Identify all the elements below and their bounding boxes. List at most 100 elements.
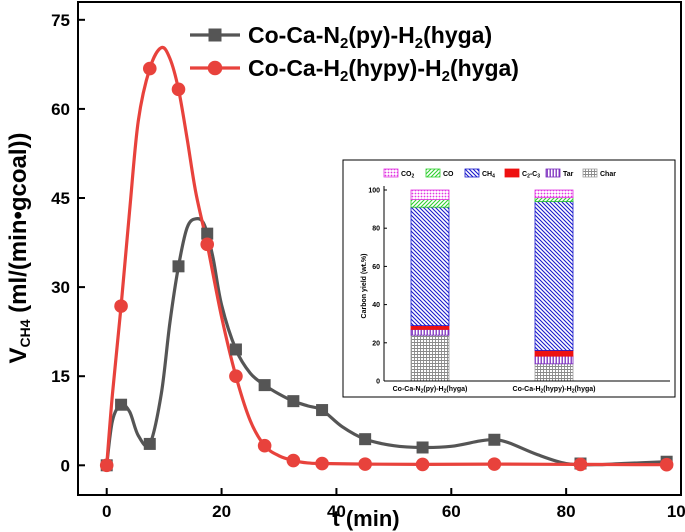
inset-legend-label-char: Char [600, 171, 616, 178]
inset-bar-co-1 [410, 199, 450, 208]
inset-y-tick-label: 20 [372, 340, 380, 347]
inset-y-axis-title: Carbon yield (wt.%) [361, 254, 368, 319]
inset-legend-swatch-co [425, 168, 441, 178]
co-ca-h2-hypy-h2-hyga-point [315, 456, 329, 471]
co-ca-h2-hypy-h2-hyga-point [142, 61, 157, 76]
main-series-lines [105, 45, 667, 467]
legend-label-co-ca-n2-py-h2-hyga-part: (hyga) [423, 22, 492, 48]
inset-legend-label-tar: Tar [563, 171, 574, 178]
legend-label-co-ca-h2-hypy-h2-hyga-part: (hypy)-H [348, 55, 441, 81]
co-ca-h2-hypy-h2-hyga-line [105, 45, 667, 467]
co-ca-n2-py-h2-hyga-point [201, 227, 214, 240]
svg-text:VCH4 (ml/(min•gcoal)): VCH4 (ml/(min•gcoal)) [5, 132, 33, 363]
inset-bar-c2-c3-2 [534, 350, 574, 357]
co-ca-h2-hypy-h2-hyga-point [257, 438, 272, 453]
co-ca-n2-py-h2-hyga-point [143, 437, 156, 450]
legend-label-co-ca-h2-hypy-h2-hyga-part: 2 [442, 68, 450, 85]
y-axis-title: VCH4 (ml/(min•gcoal)) [5, 132, 33, 363]
legend-label-co-ca-n2-py-h2-hyga-part: Co-Ca-N [248, 22, 340, 48]
legend-marker-co-ca-h2-hypy-h2-hyga [207, 60, 223, 76]
inset-bar-co2-1 [410, 189, 450, 200]
co-ca-n2-py-h2-hyga-point [172, 260, 185, 273]
inset-category-labels: Co-Ca-N2(py)-H2(hyga) Co-Ca-H2(hypy)-H2(h… [393, 386, 596, 395]
inset-y-tick-label: 60 [372, 264, 380, 271]
inset-bar-co2-2 [534, 189, 574, 199]
inset-legend-label-co-part: CO [443, 171, 454, 178]
x-tick-label: 0 [102, 502, 111, 521]
legend-marker-co-ca-n2-py-h2-hyga [208, 28, 222, 42]
inset-bar-ch4-2 [534, 201, 574, 351]
y-axis-title-main: V [5, 348, 32, 364]
co-ca-h2-hypy-h2-hyga-point [415, 457, 430, 472]
inset-legend-swatch-ch4 [464, 168, 480, 178]
inset-category-label-part: (py)-H [423, 386, 443, 393]
y-tick-label: 30 [51, 278, 70, 297]
main-plot-frame [77, 1, 682, 496]
inset-axis: 0 20 40 60 80 100 [368, 186, 670, 386]
inset-bar-ch4-1 [410, 206, 450, 327]
inset-legend-label-c2-c3: C2-C3 [522, 171, 540, 180]
legend-label-co-ca-n2-py-h2-hyga: Co-Ca-N2(py)-H2(hyga) [248, 22, 492, 52]
inset-category-label-part: 2 [421, 389, 424, 395]
inset-bar-char-2 [534, 363, 574, 382]
co-ca-n2-py-h2-hyga-point [115, 398, 128, 411]
inset-category-label: Co-Ca-N2(py)-H2(hyga) [393, 386, 468, 395]
y-axis-title-rest: (ml/(min•gcoal)) [5, 132, 32, 319]
inset-legend-label-tar-part: Tar [563, 171, 574, 178]
inset-bar-tar-2 [534, 355, 574, 365]
co-ca-h2-hypy-h2-hyga-point [114, 299, 128, 313]
x-tick-label: 100 [667, 502, 685, 521]
y-tick-label: 75 [51, 11, 70, 30]
inset-legend-label-ch4-part: 4 [492, 174, 495, 180]
inset-category-label-part: (hyga) [446, 386, 467, 393]
inset-legend-label-co2-part: 2 [412, 174, 415, 180]
co-ca-h2-hypy-h2-hyga-point [200, 237, 215, 252]
co-ca-h2-hypy-h2-hyga-point [573, 457, 588, 472]
inset-y-tick-label: 80 [372, 226, 380, 233]
inset-legend-label-ch4: CH4 [482, 171, 495, 180]
legend-label-co-ca-n2-py-h2-hyga-part: 2 [340, 35, 348, 52]
inset-legend-label-c2-c3-part: -C [530, 171, 537, 178]
main-series-markers [99, 61, 674, 473]
x-tick-label: 20 [212, 502, 231, 521]
inset-y-tick-label: 40 [372, 302, 380, 309]
co-ca-n2-py-h2-hyga-line [105, 217, 667, 467]
legend-label-co-ca-h2-hypy-h2-hyga-part: (hyga) [450, 55, 519, 81]
co-ca-h2-hypy-h2-hyga-point [286, 453, 301, 468]
inset-category-label-part: 2 [572, 389, 575, 395]
co-ca-n2-py-h2-hyga-point [229, 343, 242, 356]
co-ca-h2-hypy-h2-hyga-point [659, 457, 674, 472]
inset-legend-label-c2-c3-part: 2 [527, 174, 530, 180]
legend-label-co-ca-h2-hypy-h2-hyga-part: Co-Ca-H [248, 55, 340, 81]
legend-label-co-ca-n2-py-h2-hyga-part: 2 [415, 35, 423, 52]
inset-bar-tar-1 [410, 329, 450, 336]
inset-category-label: Co-Ca-H2(hypy)-H2(hyga) [513, 386, 596, 395]
inset-frame [342, 159, 676, 398]
inset-category-label-part: (hypy)-H [543, 386, 571, 393]
inset-category-label-part: Co-Ca-N [393, 386, 421, 393]
co-ca-n2-py-h2-hyga-point [287, 395, 300, 408]
y-axis-title-subscript: CH4 [17, 319, 33, 347]
inset-bar-co-2 [534, 197, 574, 202]
inset-legend-label-ch4-part: CH [482, 171, 492, 178]
co-ca-h2-hypy-h2-hyga-point [487, 457, 502, 471]
inset-legend-label-c2-c3-part: C [522, 171, 527, 178]
inset-y-tick-label: 0 [376, 379, 380, 386]
co-ca-h2-hypy-h2-hyga-point [99, 458, 114, 473]
inset-category-label-part: 2 [541, 389, 544, 395]
co-ca-n2-py-h2-hyga-point [488, 433, 501, 446]
inset-legend-swatch-co2 [383, 168, 399, 178]
y-tick-label: 45 [51, 189, 70, 208]
co-ca-h2-hypy-h2-hyga-point [358, 457, 372, 471]
inset-legend-label-co2: CO2 [401, 171, 415, 180]
inset-legend-swatch-c2-c3 [504, 168, 520, 178]
inset-bar-char-1 [410, 334, 450, 382]
co-ca-h2-hypy-h2-hyga-point [171, 82, 186, 97]
inset-legend-swatch-char [582, 168, 598, 178]
inset-legend-swatch-tar [545, 168, 561, 178]
co-ca-n2-py-h2-hyga-point [258, 379, 271, 392]
inset-category-label-part: Co-Ca-H [513, 386, 541, 393]
inset-bars [410, 189, 574, 382]
inset-legend-label-co2-part: CO [401, 171, 412, 178]
